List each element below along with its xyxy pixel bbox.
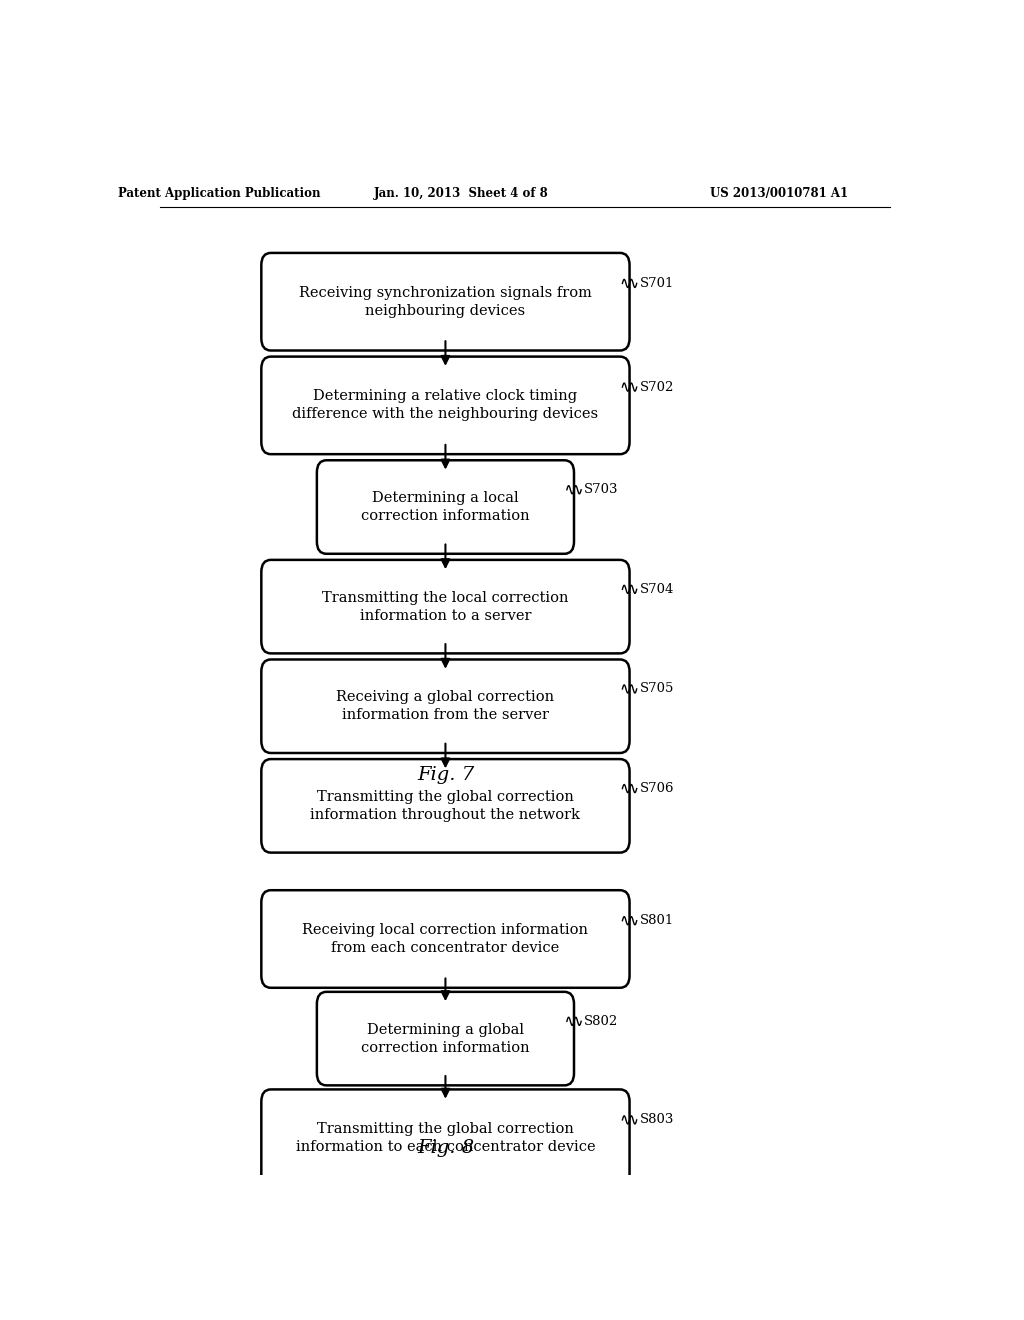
FancyBboxPatch shape <box>261 560 630 653</box>
FancyBboxPatch shape <box>316 461 574 554</box>
Text: S801: S801 <box>640 915 674 927</box>
FancyBboxPatch shape <box>261 1089 630 1187</box>
Text: S703: S703 <box>585 483 618 496</box>
FancyBboxPatch shape <box>261 356 630 454</box>
FancyBboxPatch shape <box>261 890 630 987</box>
Text: Fig. 8: Fig. 8 <box>417 1139 474 1158</box>
FancyBboxPatch shape <box>261 660 630 752</box>
Text: Receiving synchronization signals from
neighbouring devices: Receiving synchronization signals from n… <box>299 286 592 318</box>
Text: Jan. 10, 2013  Sheet 4 of 8: Jan. 10, 2013 Sheet 4 of 8 <box>374 187 549 201</box>
Text: Transmitting the local correction
information to a server: Transmitting the local correction inform… <box>323 591 568 623</box>
Text: Determining a relative clock timing
difference with the neighbouring devices: Determining a relative clock timing diff… <box>293 389 598 421</box>
Text: S803: S803 <box>640 1113 674 1126</box>
Text: S706: S706 <box>640 781 675 795</box>
FancyBboxPatch shape <box>261 253 630 351</box>
FancyBboxPatch shape <box>316 991 574 1085</box>
Text: Transmitting the global correction
information throughout the network: Transmitting the global correction infor… <box>310 789 581 822</box>
Text: S702: S702 <box>640 380 674 393</box>
Text: S802: S802 <box>585 1015 618 1028</box>
Text: US 2013/0010781 A1: US 2013/0010781 A1 <box>710 187 848 201</box>
Text: Transmitting the global correction
information to each concentrator device: Transmitting the global correction infor… <box>296 1122 595 1154</box>
Text: Fig. 7: Fig. 7 <box>417 767 474 784</box>
Text: Determining a local
correction information: Determining a local correction informati… <box>361 491 529 523</box>
Text: S701: S701 <box>640 277 674 290</box>
Text: S704: S704 <box>640 583 674 595</box>
Text: Receiving local correction information
from each concentrator device: Receiving local correction information f… <box>302 923 589 954</box>
Text: S705: S705 <box>640 682 674 696</box>
Text: Receiving a global correction
information from the server: Receiving a global correction informatio… <box>336 690 555 722</box>
Text: Determining a global
correction information: Determining a global correction informat… <box>361 1023 529 1055</box>
FancyBboxPatch shape <box>261 759 630 853</box>
Text: Patent Application Publication: Patent Application Publication <box>118 187 321 201</box>
